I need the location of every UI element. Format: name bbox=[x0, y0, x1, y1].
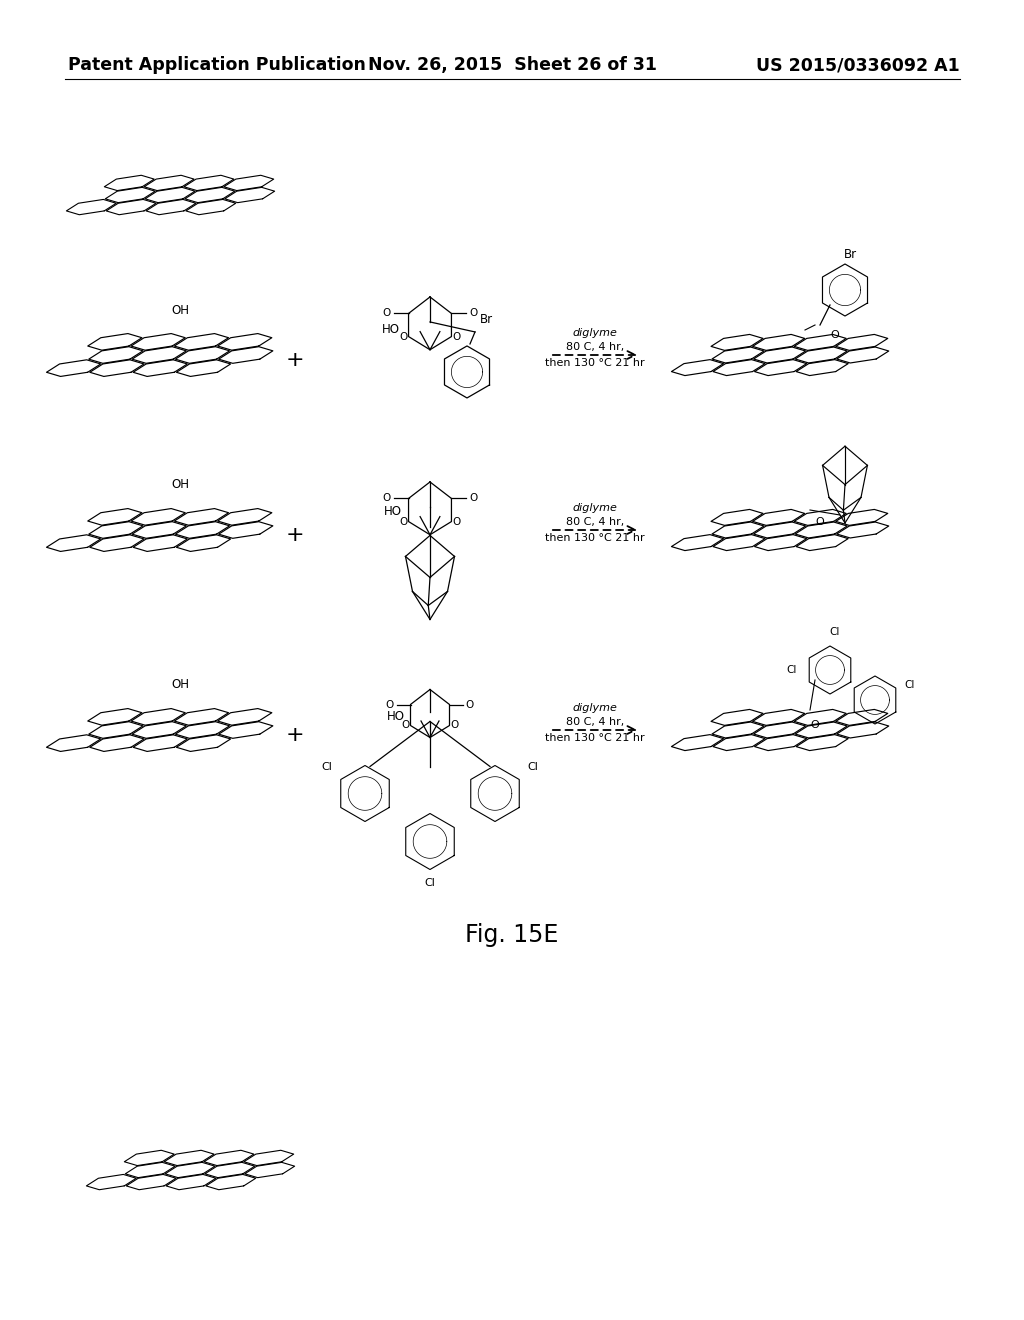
Text: O: O bbox=[811, 719, 819, 730]
Text: Cl: Cl bbox=[527, 762, 539, 771]
Text: Patent Application Publication: Patent Application Publication bbox=[68, 55, 366, 74]
Text: O: O bbox=[383, 309, 391, 318]
Text: Cl: Cl bbox=[425, 879, 435, 888]
Text: US 2015/0336092 A1: US 2015/0336092 A1 bbox=[757, 55, 961, 74]
Text: Fig. 15E: Fig. 15E bbox=[465, 923, 559, 946]
Text: diglyme: diglyme bbox=[572, 327, 617, 338]
Text: Br: Br bbox=[480, 313, 494, 326]
Text: +: + bbox=[286, 525, 304, 545]
Text: then 130 °C 21 hr: then 130 °C 21 hr bbox=[545, 358, 645, 368]
Text: O: O bbox=[453, 516, 461, 527]
Text: HO: HO bbox=[384, 506, 402, 519]
Text: O: O bbox=[830, 330, 840, 341]
Text: O: O bbox=[469, 494, 477, 503]
Text: HO: HO bbox=[387, 710, 406, 723]
Text: OH: OH bbox=[171, 678, 189, 692]
Text: diglyme: diglyme bbox=[572, 503, 617, 513]
Text: then 130 °C 21 hr: then 130 °C 21 hr bbox=[545, 533, 645, 543]
Text: Cl: Cl bbox=[322, 762, 333, 771]
Text: +: + bbox=[286, 350, 304, 370]
Text: O: O bbox=[399, 331, 408, 342]
Text: OH: OH bbox=[171, 304, 189, 317]
Text: +: + bbox=[286, 725, 304, 744]
Text: Br: Br bbox=[844, 248, 856, 261]
Text: O: O bbox=[816, 517, 824, 527]
Text: O: O bbox=[453, 331, 461, 342]
Text: O: O bbox=[451, 721, 459, 730]
Text: Cl: Cl bbox=[829, 627, 840, 638]
Text: O: O bbox=[386, 700, 394, 710]
Text: HO: HO bbox=[382, 323, 400, 337]
Text: O: O bbox=[469, 309, 477, 318]
Text: 80 C, 4 hr,: 80 C, 4 hr, bbox=[566, 517, 624, 527]
Text: then 130 °C 21 hr: then 130 °C 21 hr bbox=[545, 733, 645, 743]
Text: Cl: Cl bbox=[905, 680, 915, 690]
Text: Nov. 26, 2015  Sheet 26 of 31: Nov. 26, 2015 Sheet 26 of 31 bbox=[368, 55, 656, 74]
Text: OH: OH bbox=[171, 479, 189, 491]
Text: O: O bbox=[466, 700, 474, 710]
Text: 80 C, 4 hr,: 80 C, 4 hr, bbox=[566, 717, 624, 727]
Text: 80 C, 4 hr,: 80 C, 4 hr, bbox=[566, 342, 624, 352]
Text: O: O bbox=[401, 721, 410, 730]
Text: O: O bbox=[399, 516, 408, 527]
Text: O: O bbox=[383, 494, 391, 503]
Text: Cl: Cl bbox=[786, 665, 798, 675]
Text: diglyme: diglyme bbox=[572, 704, 617, 713]
